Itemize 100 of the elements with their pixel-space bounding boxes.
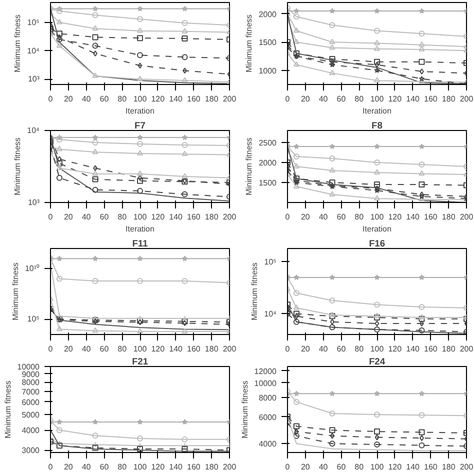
- x-tick-label: 180: [204, 344, 219, 354]
- y-tick-label: 1500: [258, 38, 278, 48]
- x-axis-title: Iteration: [126, 106, 154, 116]
- x-tick-label: 40: [318, 344, 328, 354]
- x-tick-label: 60: [100, 344, 110, 354]
- x-tick-label: 140: [406, 212, 420, 222]
- x-tick-label: 80: [354, 344, 364, 354]
- x-tick-label: 100: [370, 344, 384, 354]
- x-tick-label: 100: [133, 462, 148, 472]
- y-tick-label: 10¹⁰: [24, 264, 40, 274]
- y-axis-title: Minimum fitness: [244, 14, 254, 72]
- y-axis-title: Minimum fitness: [10, 262, 20, 320]
- x-tick-label: 200: [460, 94, 474, 104]
- chart-title: F21: [132, 356, 148, 366]
- x-tick-label: 80: [354, 462, 364, 472]
- x-tick-label: 100: [370, 462, 384, 472]
- x-tick-label: 160: [187, 212, 201, 222]
- x-tick-label: 140: [169, 462, 184, 472]
- y-axis-title: Minimum fitness: [13, 14, 22, 72]
- x-tick-label: 0: [285, 212, 290, 222]
- x-tick-label: 80: [118, 344, 128, 354]
- x-tick-label: 60: [100, 462, 110, 472]
- x-tick-label: 180: [204, 94, 219, 104]
- x-tick-label: 60: [336, 462, 346, 472]
- y-tick-label: 1000: [258, 66, 278, 76]
- x-tick-label: 20: [64, 94, 74, 104]
- x-axis-title: Iteration: [126, 224, 154, 234]
- chart-title: F7: [134, 120, 146, 130]
- y-axis-title: Minimum fitness: [3, 380, 12, 438]
- x-tick-label: 200: [460, 462, 474, 472]
- x-tick-label: 140: [169, 212, 184, 222]
- x-tick-label: 40: [318, 212, 328, 222]
- x-tick-label: 120: [151, 212, 166, 222]
- x-tick-label: 0: [48, 462, 54, 472]
- x-tick-label: 160: [187, 344, 201, 354]
- x-tick-label: 40: [82, 344, 92, 354]
- x-tick-label: 140: [406, 94, 420, 104]
- x-tick-label: 40: [318, 462, 328, 472]
- y-tick-label: 7000: [22, 387, 40, 396]
- x-axis-title: Iteration: [362, 224, 392, 234]
- x-tick-label: 180: [204, 462, 219, 472]
- x-tick-label: 180: [442, 94, 456, 104]
- x-tick-label: 200: [222, 94, 237, 104]
- y-tick-label: 4000: [22, 426, 40, 436]
- x-tick-label: 120: [388, 212, 402, 222]
- y-axis-title: Minimum fitness: [240, 380, 250, 438]
- x-tick-label: 200: [460, 344, 474, 354]
- x-tick-label: 0: [48, 344, 54, 354]
- x-tick-label: 20: [300, 344, 310, 354]
- y-tick-label: 10⁵: [27, 18, 40, 27]
- x-tick-label: 40: [82, 462, 92, 472]
- y-tick-label: 12000: [254, 366, 278, 376]
- x-tick-label: 140: [406, 462, 420, 472]
- x-tick-label: 180: [442, 344, 456, 354]
- x-tick-label: 140: [169, 344, 184, 354]
- x-tick-label: 20: [64, 212, 74, 222]
- x-tick-label: 180: [442, 212, 456, 222]
- x-tick-label: 20: [300, 212, 310, 222]
- x-tick-label: 20: [300, 462, 310, 472]
- y-tick-label: 8000: [22, 378, 40, 388]
- y-tick-label: 2500: [258, 138, 278, 148]
- x-tick-label: 0: [285, 462, 290, 472]
- x-tick-label: 200: [222, 462, 237, 472]
- x-tick-label: 80: [354, 94, 364, 104]
- x-tick-label: 0: [48, 94, 54, 104]
- chart-title: F16: [368, 238, 386, 248]
- x-tick-label: 200: [222, 344, 237, 354]
- x-tick-label: 80: [118, 94, 128, 104]
- y-tick-label: 10000: [17, 362, 40, 372]
- x-tick-label: 120: [151, 462, 166, 472]
- x-tick-label: 200: [222, 212, 237, 222]
- x-tick-label: 60: [336, 344, 346, 354]
- x-tick-label: 160: [187, 462, 201, 472]
- x-tick-label: 20: [64, 344, 74, 354]
- x-tick-label: 0: [285, 94, 290, 104]
- x-axis-title: Iteration: [362, 106, 392, 116]
- x-tick-label: 100: [133, 344, 148, 354]
- x-tick-label: 20: [300, 94, 310, 104]
- y-tick-label: 1500: [258, 178, 278, 188]
- y-tick-label: 8000: [258, 394, 278, 403]
- y-tick-label: 10⁵: [264, 257, 277, 266]
- y-tick-label: 2000: [258, 158, 278, 168]
- x-tick-label: 0: [48, 212, 54, 222]
- x-tick-label: 100: [133, 212, 148, 222]
- y-axis-title: Minimum fitness: [250, 262, 260, 320]
- chart-title: F11: [132, 238, 148, 248]
- x-tick-label: 80: [118, 212, 128, 222]
- x-tick-label: 180: [204, 212, 219, 222]
- y-tick-label: 5000: [22, 410, 40, 420]
- x-tick-label: 80: [118, 462, 128, 472]
- x-tick-label: 80: [354, 212, 364, 222]
- x-tick-label: 140: [406, 344, 420, 354]
- x-tick-label: 40: [82, 94, 92, 104]
- x-tick-label: 120: [151, 94, 166, 104]
- y-tick-label: 10⁴: [27, 46, 40, 56]
- x-tick-label: 140: [169, 94, 184, 104]
- x-tick-label: 100: [133, 94, 148, 104]
- x-tick-label: 160: [424, 344, 438, 354]
- y-tick-label: 6000: [22, 398, 40, 407]
- x-tick-label: 100: [370, 94, 384, 104]
